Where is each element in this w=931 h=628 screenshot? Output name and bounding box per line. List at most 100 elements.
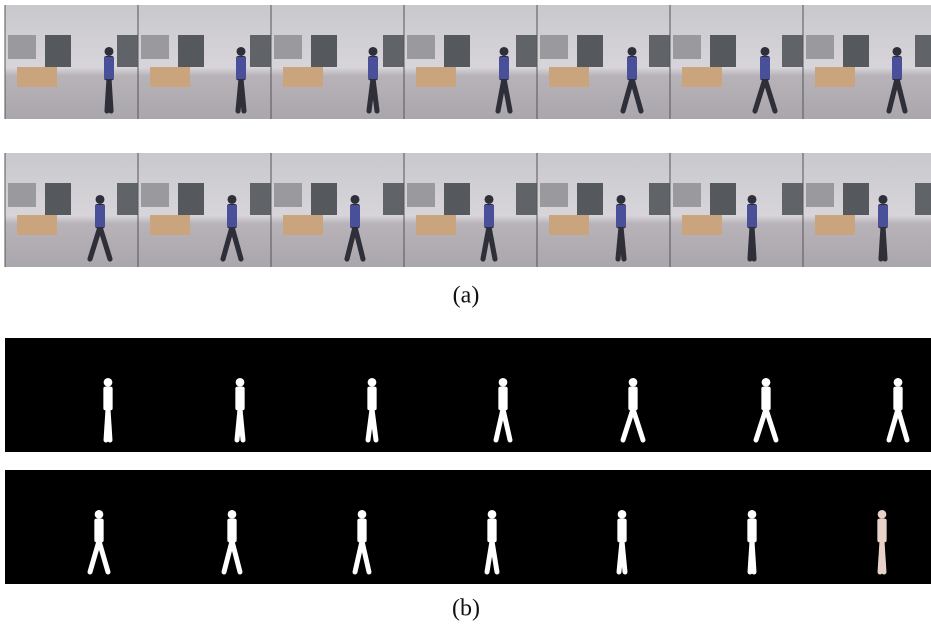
box — [682, 215, 722, 235]
shirt — [227, 205, 237, 227]
video-frame — [670, 5, 803, 119]
video-frame — [5, 5, 138, 119]
window — [710, 183, 736, 215]
window — [649, 183, 670, 215]
head — [351, 195, 360, 204]
shirt — [104, 57, 114, 79]
window — [45, 183, 71, 215]
head — [617, 195, 626, 204]
head — [236, 378, 245, 387]
video-frame — [803, 5, 931, 119]
shirt — [368, 57, 378, 79]
window — [843, 35, 869, 67]
box — [416, 215, 456, 235]
video-frame — [404, 153, 537, 267]
leg — [240, 409, 243, 440]
head — [237, 47, 246, 56]
shirt — [892, 57, 902, 79]
window — [178, 35, 204, 67]
wall-unit — [274, 183, 302, 207]
head — [368, 378, 377, 387]
leg — [241, 79, 244, 111]
head — [485, 195, 494, 204]
shirt — [760, 57, 770, 79]
shirt — [95, 205, 105, 227]
box — [682, 67, 722, 87]
window — [178, 183, 204, 215]
leg — [621, 227, 624, 259]
shirt — [747, 205, 757, 227]
box — [815, 215, 855, 235]
leg — [109, 79, 111, 111]
box — [150, 215, 190, 235]
wall-unit — [806, 35, 834, 59]
video-frame — [138, 153, 271, 267]
video-frame — [5, 153, 138, 267]
head — [228, 510, 237, 519]
box — [283, 215, 323, 235]
window — [250, 183, 271, 215]
head — [878, 510, 887, 519]
window — [444, 183, 470, 215]
box — [549, 67, 589, 87]
window — [915, 183, 931, 215]
head — [95, 510, 104, 519]
head — [628, 47, 637, 56]
box — [283, 67, 323, 87]
box — [17, 215, 57, 235]
head — [104, 378, 113, 387]
wall-unit — [8, 183, 36, 207]
mask-bg — [5, 338, 931, 452]
person — [617, 510, 626, 572]
video-frame — [138, 5, 271, 119]
box — [416, 67, 456, 87]
leg — [883, 227, 885, 259]
head — [748, 195, 757, 204]
shirt — [350, 205, 360, 227]
window — [383, 183, 404, 215]
head — [369, 47, 378, 56]
person — [877, 510, 886, 572]
wall-unit — [673, 35, 701, 59]
video-frame — [271, 153, 404, 267]
head — [488, 510, 497, 519]
shirt — [616, 205, 626, 227]
video-frame — [537, 5, 670, 119]
video-frame — [404, 5, 537, 119]
leg — [882, 541, 884, 572]
window — [710, 35, 736, 67]
shirt — [627, 57, 637, 79]
window — [311, 35, 337, 67]
window — [383, 35, 404, 67]
shirt — [484, 205, 494, 227]
window — [117, 35, 138, 67]
leg — [752, 227, 754, 259]
leg — [108, 409, 110, 440]
window — [782, 183, 803, 215]
box — [17, 67, 57, 87]
head — [228, 195, 237, 204]
head — [96, 195, 105, 204]
window — [250, 35, 271, 67]
leg — [622, 541, 625, 572]
head — [499, 378, 508, 387]
wall-unit — [407, 35, 435, 59]
window — [915, 35, 931, 67]
box — [150, 67, 190, 87]
wall-unit — [806, 183, 834, 207]
shirt — [236, 57, 246, 79]
person — [747, 510, 756, 572]
head — [500, 47, 509, 56]
shirt — [878, 205, 888, 227]
leg — [752, 541, 754, 572]
video-frame — [670, 153, 803, 267]
person — [103, 378, 112, 440]
head — [879, 195, 888, 204]
window — [444, 35, 470, 67]
wall-unit — [540, 35, 568, 59]
wall-unit — [141, 35, 169, 59]
window — [782, 35, 803, 67]
window — [117, 183, 138, 215]
window — [577, 35, 603, 67]
wall-unit — [8, 35, 36, 59]
